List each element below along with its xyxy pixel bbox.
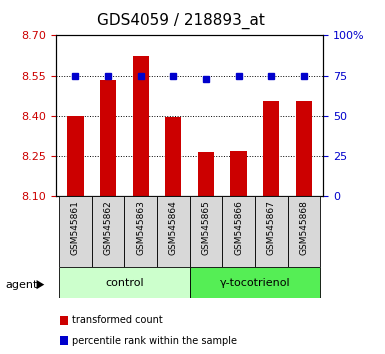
Bar xyxy=(132,56,149,196)
Text: GSM545867: GSM545867 xyxy=(267,200,276,255)
Text: agent: agent xyxy=(5,280,37,290)
Bar xyxy=(263,101,280,196)
Bar xyxy=(157,196,190,267)
Text: GSM545862: GSM545862 xyxy=(104,200,112,255)
Text: percentile rank within the sample: percentile rank within the sample xyxy=(72,336,237,346)
Polygon shape xyxy=(37,280,44,289)
Bar xyxy=(190,267,320,298)
Bar xyxy=(60,316,68,325)
Bar xyxy=(255,196,288,267)
Bar xyxy=(59,196,92,267)
Text: GSM545866: GSM545866 xyxy=(234,200,243,255)
Text: control: control xyxy=(105,278,144,288)
Bar xyxy=(67,116,84,196)
Text: transformed count: transformed count xyxy=(72,315,163,325)
Text: GSM545864: GSM545864 xyxy=(169,200,178,255)
Text: GSM545861: GSM545861 xyxy=(71,200,80,255)
Bar xyxy=(190,196,222,267)
Text: GSM545868: GSM545868 xyxy=(299,200,308,255)
Bar xyxy=(92,196,124,267)
Bar xyxy=(230,151,247,196)
Bar xyxy=(222,196,255,267)
Bar xyxy=(288,196,320,267)
Bar xyxy=(60,336,68,345)
Text: GSM545865: GSM545865 xyxy=(201,200,211,255)
Text: GSM545863: GSM545863 xyxy=(136,200,145,255)
Bar xyxy=(198,152,214,196)
Text: γ-tocotrienol: γ-tocotrienol xyxy=(219,278,290,288)
Bar xyxy=(165,117,181,196)
Bar xyxy=(296,101,312,196)
Bar xyxy=(100,80,116,196)
Bar xyxy=(59,267,190,298)
Bar xyxy=(124,196,157,267)
Text: GDS4059 / 218893_at: GDS4059 / 218893_at xyxy=(97,12,265,29)
